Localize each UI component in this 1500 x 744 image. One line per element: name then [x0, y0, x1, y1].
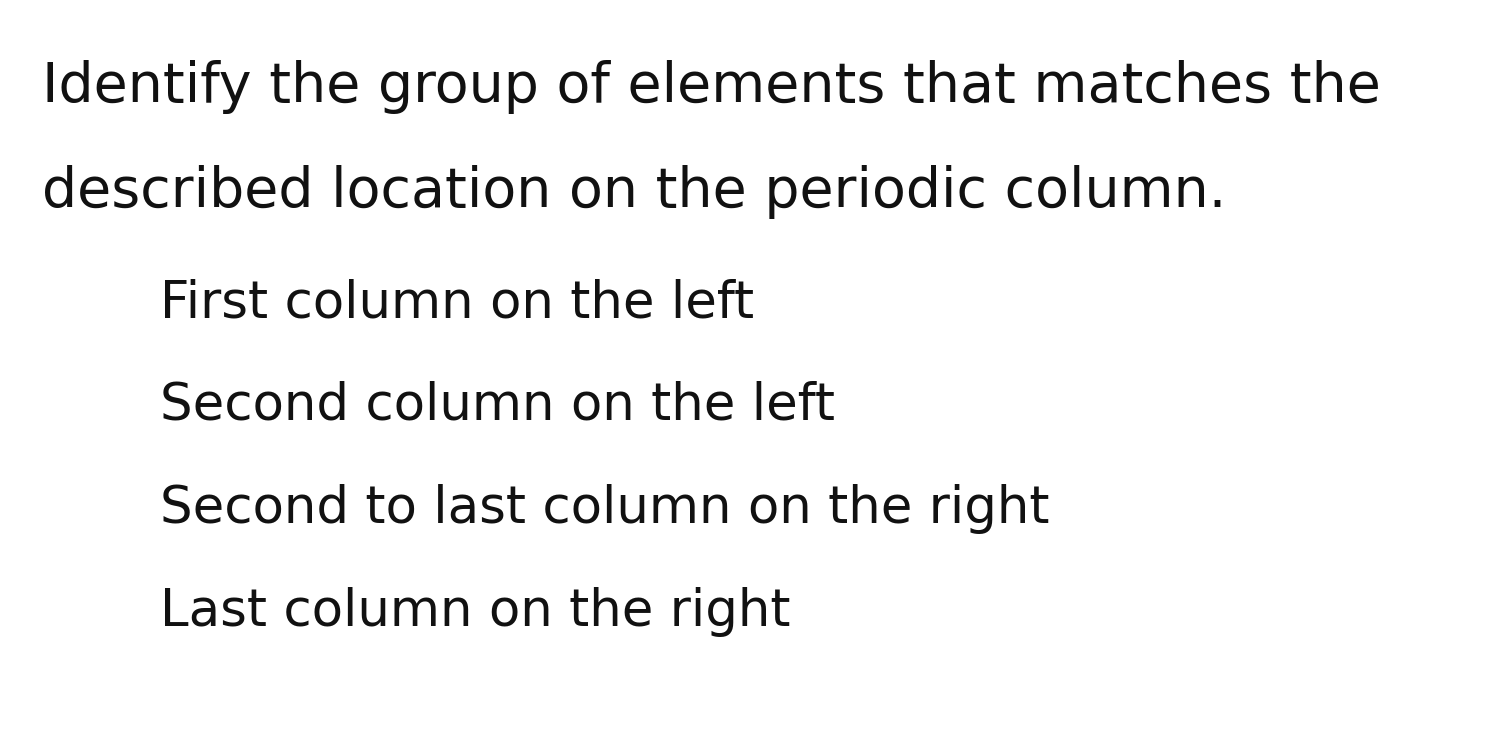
Text: Second column on the left: Second column on the left: [160, 381, 836, 431]
Text: First column on the left: First column on the left: [160, 278, 754, 328]
Text: Identify the group of elements that matches the: Identify the group of elements that matc…: [42, 60, 1382, 114]
Text: Second to last column on the right: Second to last column on the right: [160, 484, 1050, 534]
Text: Last column on the right: Last column on the right: [160, 587, 791, 637]
Text: described location on the periodic column.: described location on the periodic colum…: [42, 165, 1227, 219]
